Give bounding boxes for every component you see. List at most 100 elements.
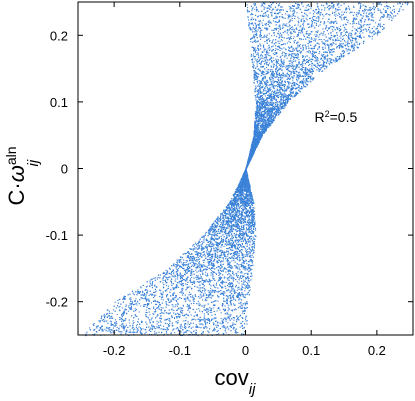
- data-point: [191, 253, 193, 255]
- data-point: [256, 107, 258, 109]
- data-point: [241, 262, 243, 264]
- data-point: [282, 98, 284, 100]
- data-point: [275, 105, 277, 107]
- data-point: [356, 43, 358, 45]
- data-point: [204, 292, 206, 294]
- data-point: [202, 242, 204, 244]
- data-point: [223, 326, 225, 328]
- data-point: [243, 231, 245, 233]
- data-point: [220, 218, 222, 220]
- data-point: [366, 16, 368, 18]
- data-point: [160, 311, 162, 313]
- data-point: [118, 306, 120, 308]
- data-point: [303, 84, 305, 86]
- data-point: [254, 77, 256, 79]
- data-point: [166, 323, 168, 325]
- data-point: [167, 329, 169, 331]
- data-point: [173, 271, 175, 273]
- data-point: [204, 290, 206, 292]
- data-point: [254, 124, 256, 126]
- data-point: [280, 55, 282, 57]
- data-point: [281, 13, 283, 15]
- data-point: [232, 296, 234, 298]
- data-point: [172, 287, 174, 289]
- data-point: [277, 103, 279, 105]
- data-point: [213, 330, 215, 332]
- data-point: [247, 267, 249, 269]
- data-point: [337, 37, 339, 39]
- data-point: [262, 129, 264, 131]
- data-point: [178, 274, 180, 276]
- data-point: [276, 2, 278, 4]
- data-point: [363, 10, 365, 12]
- data-point: [205, 271, 207, 273]
- data-point: [371, 32, 373, 34]
- data-point: [261, 92, 263, 94]
- data-point: [204, 322, 206, 324]
- data-point: [220, 213, 222, 215]
- data-point: [128, 305, 130, 307]
- data-point: [155, 328, 157, 330]
- data-point: [156, 323, 158, 325]
- data-point: [224, 318, 226, 320]
- data-point: [154, 333, 156, 335]
- data-point: [367, 24, 369, 26]
- data-point: [306, 61, 308, 63]
- data-point: [209, 253, 211, 255]
- data-point: [335, 38, 337, 40]
- data-point: [185, 278, 187, 280]
- data-point: [214, 232, 216, 234]
- data-point: [101, 329, 103, 331]
- data-point: [201, 299, 203, 301]
- data-point: [175, 328, 177, 330]
- data-point: [255, 75, 257, 77]
- data-point: [233, 326, 235, 328]
- data-point: [238, 185, 240, 187]
- data-point: [238, 251, 240, 253]
- data-point: [184, 323, 186, 325]
- data-point: [209, 268, 211, 270]
- data-point: [294, 24, 296, 26]
- data-point: [131, 327, 133, 329]
- data-point: [323, 64, 325, 66]
- data-point: [176, 305, 178, 307]
- data-point: [253, 216, 255, 218]
- data-point: [240, 180, 242, 182]
- data-point: [229, 231, 231, 233]
- data-point: [212, 322, 214, 324]
- data-point: [221, 326, 223, 328]
- data-point: [294, 11, 296, 13]
- data-point: [227, 306, 229, 308]
- data-point: [388, 16, 390, 18]
- data-point: [259, 35, 261, 37]
- data-point: [277, 63, 279, 65]
- data-point: [284, 48, 286, 50]
- data-point: [270, 107, 272, 109]
- data-point: [244, 233, 246, 235]
- data-point: [309, 80, 311, 82]
- data-point: [346, 35, 348, 37]
- data-point: [172, 306, 174, 308]
- data-point: [244, 310, 246, 312]
- data-point: [233, 319, 235, 321]
- data-point: [212, 239, 214, 241]
- data-point: [199, 303, 201, 305]
- data-point: [350, 11, 352, 13]
- data-point: [273, 119, 275, 121]
- data-point: [260, 92, 262, 94]
- data-point: [223, 253, 225, 255]
- data-point: [271, 104, 273, 106]
- data-point: [239, 214, 241, 216]
- data-point: [142, 290, 144, 292]
- data-point: [240, 228, 242, 230]
- data-point: [259, 131, 261, 133]
- data-point: [239, 269, 241, 271]
- data-point: [253, 226, 255, 228]
- data-point: [156, 278, 158, 280]
- data-point: [234, 304, 236, 306]
- data-point: [228, 221, 230, 223]
- data-point: [199, 297, 201, 299]
- data-point: [275, 109, 277, 111]
- data-point: [243, 279, 245, 281]
- data-point: [132, 320, 134, 322]
